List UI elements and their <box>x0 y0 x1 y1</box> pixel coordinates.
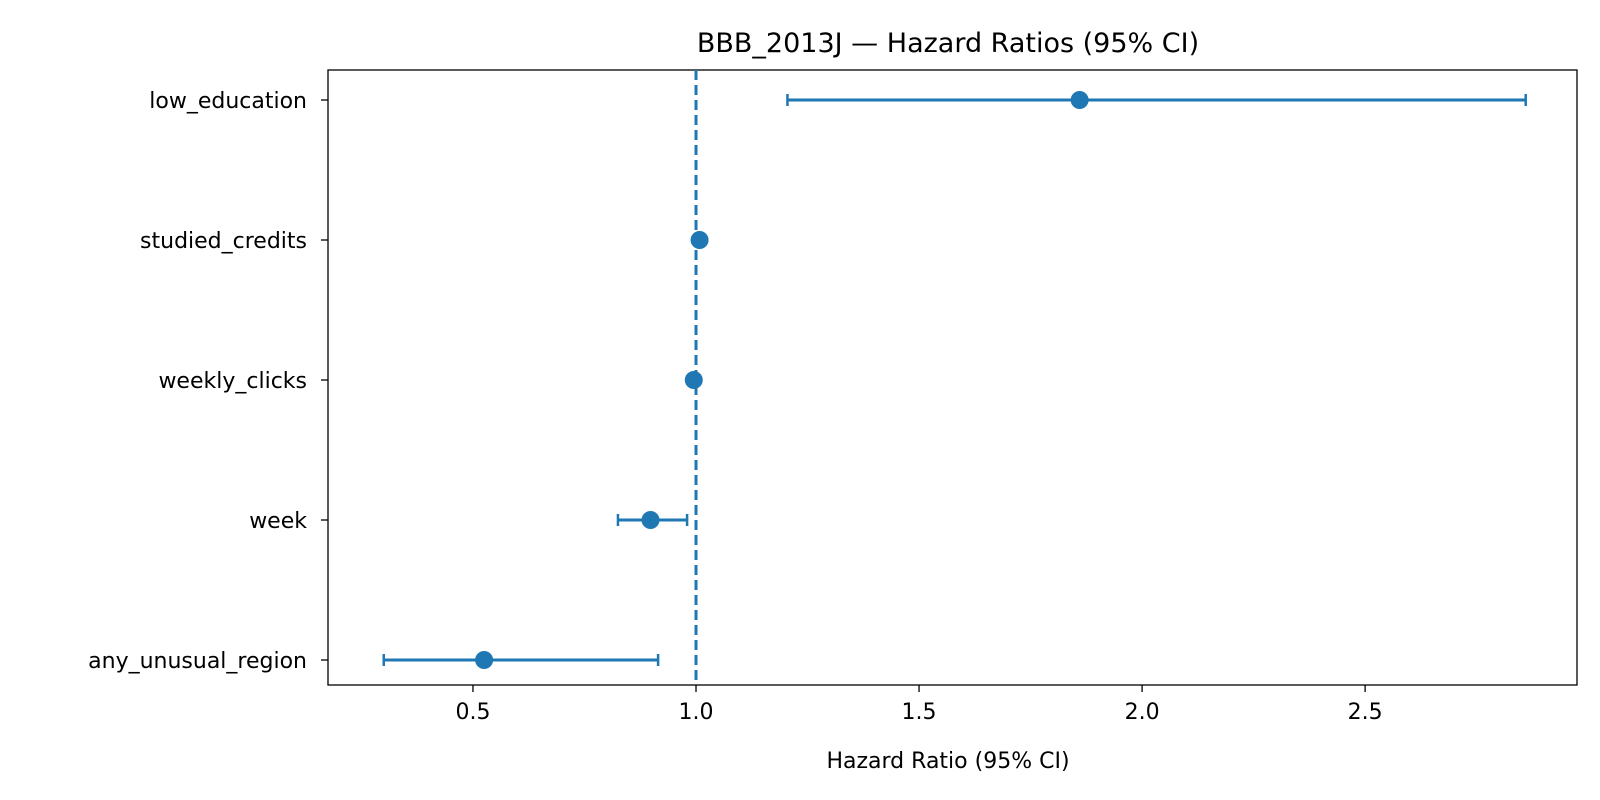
hazard-ratio-point <box>690 231 709 249</box>
y-tick-label: weekly_clicks <box>158 369 307 394</box>
x-tick-label: 1.5 <box>902 700 937 725</box>
x-axis-ticks: 0.5 1.0 1.5 2.0 2.5 <box>455 685 1383 725</box>
chart-title: BBB_2013J — Hazard Ratios (95% CI) <box>697 28 1199 59</box>
x-tick-label: 2.5 <box>1348 700 1383 725</box>
y-axis-ticks: low_education studied_credits weekly_click… <box>88 89 328 674</box>
x-tick-label: 0.5 <box>455 700 490 725</box>
y-tick-label: any_unusual_region <box>88 649 307 674</box>
y-tick-label: low_education <box>149 89 307 114</box>
plot-frame <box>327 69 1578 686</box>
y-tick-label: week <box>249 509 307 534</box>
x-tick-label: 1.0 <box>679 700 714 725</box>
y-tick-label: studied_credits <box>140 229 307 254</box>
error-bars <box>382 94 1527 666</box>
x-axis-label: Hazard Ratio (95% CI) <box>826 749 1069 774</box>
hazard-ratio-point <box>1070 91 1089 109</box>
hazard-ratio-point <box>475 651 494 669</box>
hazard-ratio-point <box>641 511 660 529</box>
point-estimates <box>475 91 1089 669</box>
x-tick-label: 2.0 <box>1125 700 1160 725</box>
hazard-ratio-point <box>684 371 703 389</box>
